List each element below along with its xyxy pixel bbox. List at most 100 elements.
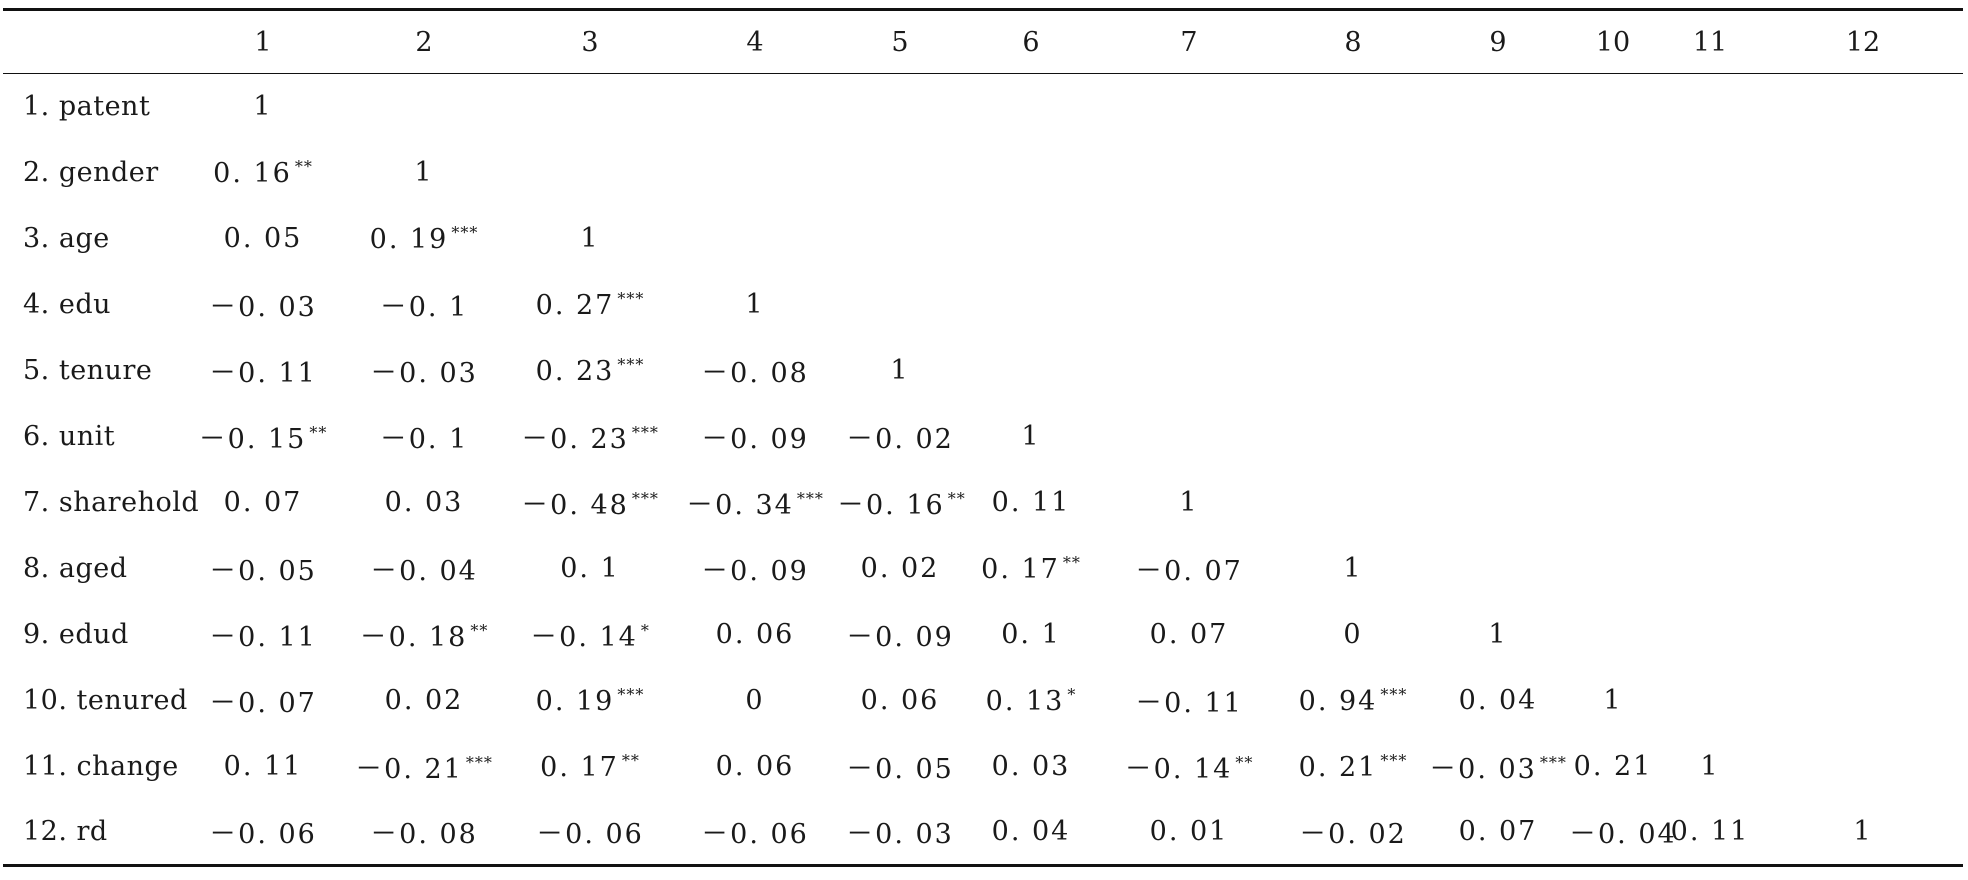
correlation-value: －0. 09 bbox=[846, 622, 954, 653]
correlation-value: 1 bbox=[890, 355, 910, 386]
correlation-cell bbox=[1569, 404, 1657, 470]
correlation-value: 1 bbox=[1700, 751, 1720, 782]
correlation-value: 0. 21 bbox=[1573, 751, 1653, 782]
table-row: 2. gender 0. 16 ** 1 bbox=[3, 140, 1963, 206]
correlation-cell: 0. 16 ** bbox=[185, 140, 341, 206]
correlation-cell: －0. 03 bbox=[341, 338, 507, 404]
correlation-cell bbox=[1427, 272, 1569, 338]
correlation-value: 0 bbox=[1343, 619, 1363, 650]
correlation-cell bbox=[1569, 602, 1657, 668]
correlation-value: －0. 11 bbox=[1135, 688, 1243, 719]
correlation-cell: 1 bbox=[963, 404, 1099, 470]
correlation-value: 1 bbox=[1853, 816, 1873, 848]
correlation-value: 0. 17 bbox=[540, 751, 619, 783]
column-header: 11 bbox=[1657, 8, 1763, 74]
significance-marker: ** bbox=[294, 156, 313, 176]
correlation-value: －0. 04 bbox=[1569, 819, 1677, 851]
correlation-cell bbox=[1099, 404, 1279, 470]
correlation-value: 0. 23 bbox=[535, 355, 615, 387]
correlation-value: －0. 08 bbox=[701, 358, 809, 389]
correlation-value: －0. 06 bbox=[209, 819, 317, 851]
correlation-cell bbox=[1427, 470, 1569, 536]
correlation-value: 0. 01 bbox=[1149, 816, 1229, 848]
correlation-value: 1 bbox=[745, 289, 765, 320]
correlation-value: 0. 94 bbox=[1298, 685, 1378, 717]
correlation-value: 1 bbox=[580, 223, 600, 254]
correlation-cell: 0. 1 bbox=[507, 536, 673, 602]
correlation-value: 0. 21 bbox=[1298, 751, 1378, 783]
correlation-cell: －0. 02 bbox=[1279, 799, 1427, 867]
table-row: 4. edu －0. 03 －0. 1 0. 27 *** 1 bbox=[3, 272, 1963, 338]
column-header: 6 bbox=[963, 8, 1099, 74]
correlation-value: 0. 05 bbox=[223, 223, 303, 254]
correlation-value: －0. 14 bbox=[530, 622, 638, 653]
correlation-value: －0. 04 bbox=[370, 556, 478, 587]
correlation-cell: 0. 13 * bbox=[963, 668, 1099, 734]
correlation-value: －0. 05 bbox=[209, 556, 317, 587]
table-row: 8. aged －0. 05 －0. 04 0. 1 －0. 09 0. 02 0. 17 *… bbox=[3, 536, 1963, 602]
row-label: 7. sharehold bbox=[23, 487, 200, 518]
correlation-cell bbox=[1657, 74, 1763, 140]
significance-marker: ** bbox=[947, 489, 966, 508]
correlation-cell bbox=[1427, 206, 1569, 272]
correlation-cell: －0. 02 bbox=[837, 404, 963, 470]
table-row: 9. edud －0. 11 －0. 18 ** －0. 14 * 0. 06 －0. 09 0… bbox=[3, 602, 1963, 668]
significance-marker: * bbox=[1067, 684, 1077, 704]
correlation-cell: 0. 04 bbox=[1427, 668, 1569, 734]
correlation-cell: 0. 94 *** bbox=[1279, 668, 1427, 734]
correlation-cell: 1 bbox=[1657, 734, 1763, 800]
correlation-cell bbox=[1763, 668, 1963, 734]
correlation-value: 0. 06 bbox=[715, 751, 795, 782]
correlation-cell: 0. 17 ** bbox=[963, 536, 1099, 602]
correlation-value: 0. 07 bbox=[223, 487, 303, 518]
significance-marker: *** bbox=[631, 423, 659, 442]
correlation-value: 0. 19 bbox=[369, 223, 449, 255]
significance-marker: ** bbox=[470, 621, 489, 640]
correlation-cell bbox=[1279, 206, 1427, 272]
correlation-cell: 0. 17 ** bbox=[507, 734, 673, 800]
correlation-value: －0. 11 bbox=[209, 358, 317, 389]
correlation-cell bbox=[1657, 206, 1763, 272]
correlation-value: －0. 34 bbox=[686, 490, 794, 521]
correlation-cell bbox=[507, 74, 673, 140]
correlation-cell bbox=[963, 74, 1099, 140]
correlation-cell bbox=[1657, 272, 1763, 338]
row-label: 4. edu bbox=[23, 289, 111, 320]
significance-marker: *** bbox=[617, 684, 645, 704]
correlation-cell: －0. 06 bbox=[507, 799, 673, 867]
correlation-cell: 0 bbox=[673, 668, 837, 734]
correlation-cell bbox=[1427, 536, 1569, 602]
significance-marker: ** bbox=[1235, 753, 1254, 772]
row-label: 1. patent bbox=[23, 91, 151, 123]
correlation-cell: －0. 18 ** bbox=[341, 602, 507, 668]
correlation-cell: 0. 1 bbox=[963, 602, 1099, 668]
correlation-cell: －0. 09 bbox=[673, 404, 837, 470]
correlation-value: 0. 04 bbox=[991, 816, 1071, 848]
correlation-value: －0. 1 bbox=[379, 292, 469, 323]
correlation-cell: －0. 09 bbox=[673, 536, 837, 602]
correlation-cell bbox=[1279, 140, 1427, 206]
correlation-cell: －0. 06 bbox=[673, 799, 837, 867]
correlation-value: 0. 03 bbox=[991, 751, 1071, 782]
correlation-value: －0. 11 bbox=[209, 622, 317, 653]
row-label: 8. aged bbox=[23, 553, 128, 584]
correlation-cell bbox=[1569, 74, 1657, 140]
correlation-cell bbox=[1569, 338, 1657, 404]
correlation-cell: 0. 07 bbox=[185, 470, 341, 536]
correlation-cell: －0. 04 bbox=[1569, 799, 1675, 867]
correlation-cell: 1 bbox=[1279, 536, 1427, 602]
correlation-cell: 0 bbox=[1279, 602, 1427, 668]
correlation-value: －0. 03 bbox=[1429, 754, 1537, 785]
correlation-cell bbox=[1279, 74, 1427, 140]
correlation-cell: －0. 15 ** bbox=[185, 404, 341, 470]
correlation-cell: 0. 06 bbox=[837, 668, 963, 734]
correlation-cell: 0. 05 bbox=[185, 206, 341, 272]
column-header: 3 bbox=[507, 8, 673, 74]
table-row: 7. sharehold 0. 07 0. 03 －0. 48 *** －0. 34 ***… bbox=[3, 470, 1963, 536]
correlation-value: －0. 06 bbox=[701, 819, 809, 851]
correlation-cell bbox=[1569, 206, 1657, 272]
correlation-cell bbox=[507, 140, 673, 206]
correlation-cell: －0. 21 *** bbox=[341, 734, 507, 800]
table-row: 12. rd －0. 06 －0. 08 －0. 06 －0. 06 －0. 03 0. 0… bbox=[3, 799, 1963, 867]
correlation-cell bbox=[1763, 536, 1963, 602]
